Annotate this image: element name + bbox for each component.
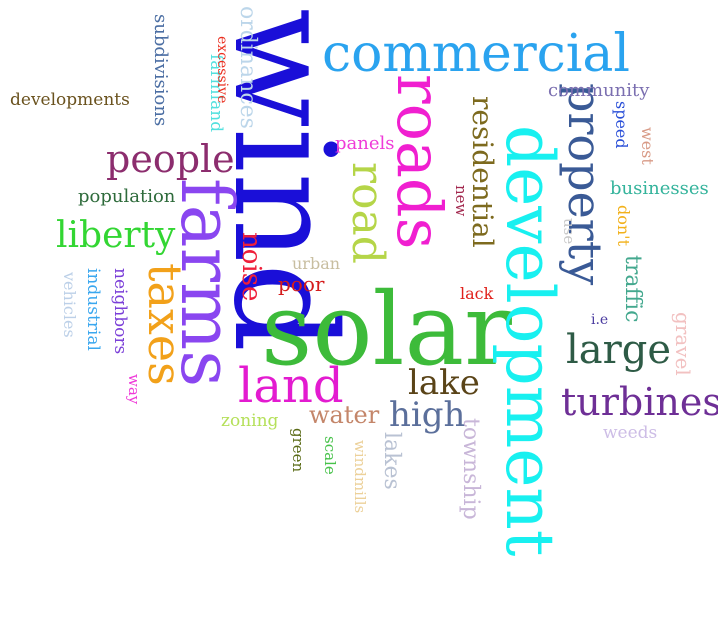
word-township: township — [458, 418, 483, 520]
word-high: high — [389, 395, 466, 435]
word-commercial: commercial — [322, 24, 631, 84]
word-lack: lack — [460, 284, 494, 303]
word-industrial: industrial — [83, 268, 103, 351]
word-i-e: i.e — [591, 312, 609, 328]
word-road: road — [342, 162, 393, 264]
word-land: land — [238, 358, 344, 414]
word-poor: poor — [278, 272, 325, 296]
word-west: west — [638, 127, 657, 165]
word-taxes: taxes — [138, 263, 192, 386]
word-noise: noise — [236, 232, 266, 302]
word-residential: residential — [466, 96, 499, 248]
word-excessive: excessive — [214, 36, 230, 104]
word-don-t: don't — [614, 205, 633, 247]
word-weeds: weeds — [603, 423, 658, 443]
word-water: water — [309, 401, 380, 429]
word-zoning: zoning — [221, 411, 279, 431]
word-population: population — [78, 186, 176, 207]
word-windmills: windmills — [351, 440, 369, 514]
word-gravel: gravel — [671, 312, 695, 376]
word-roads: roads — [383, 74, 456, 250]
word-speed: speed — [612, 101, 631, 149]
word-ordinances: ordinances — [235, 6, 260, 129]
word-property: property — [558, 83, 612, 286]
word-urban: urban — [292, 254, 341, 273]
word-use: use — [560, 218, 578, 245]
word-way: way — [125, 374, 143, 405]
word-neighbors: neighbors — [110, 268, 130, 355]
word-liberty: liberty — [56, 215, 176, 256]
word-development: development — [491, 125, 568, 557]
word-scale: scale — [321, 436, 339, 475]
word-green: green — [289, 428, 307, 473]
word-solar: solar — [261, 271, 512, 388]
word-community: community — [548, 80, 650, 101]
word-businesses: businesses — [610, 178, 709, 199]
word-traffic: traffic — [620, 255, 645, 323]
word-subdivisions: subdivisions — [150, 14, 171, 127]
word-developments: developments — [10, 90, 130, 110]
word-large: large — [566, 327, 672, 373]
word-people: people — [106, 137, 235, 181]
word-new: new — [452, 185, 470, 217]
word-vehicles: vehicles — [60, 272, 79, 338]
word-turbines: turbines — [561, 380, 718, 424]
word-lakes: lakes — [379, 432, 404, 490]
word-panels: panels — [335, 133, 395, 154]
word-lake: lake — [408, 363, 480, 403]
